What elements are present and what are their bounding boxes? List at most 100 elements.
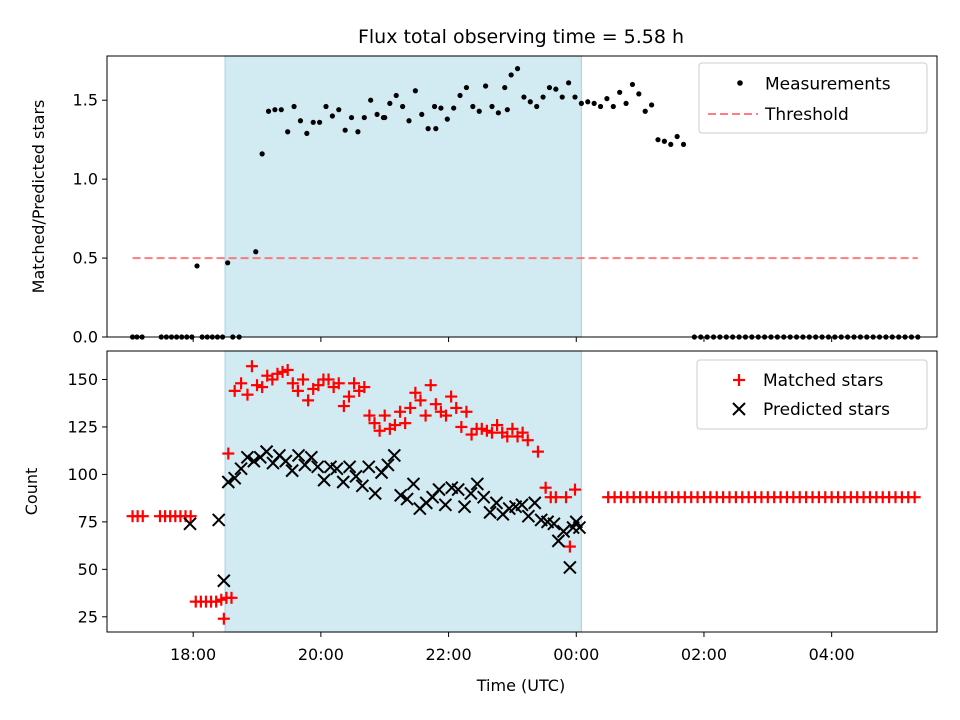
measurement-point xyxy=(272,107,278,113)
measurement-point xyxy=(317,119,323,125)
measurement-point xyxy=(642,108,648,114)
matched-star-point xyxy=(460,405,473,418)
matched-star-point xyxy=(245,360,258,373)
legend-measurements-label: Measurements xyxy=(765,75,891,95)
matched-star-point xyxy=(491,419,504,432)
measurement-point xyxy=(508,72,514,78)
measurement-point xyxy=(578,100,584,106)
predicted-star-point xyxy=(489,496,504,510)
measurement-point xyxy=(483,83,489,89)
measurement-point xyxy=(527,99,533,105)
matched-star-point xyxy=(266,373,279,386)
matched-star-point xyxy=(465,428,478,441)
bottom-legend-frame xyxy=(696,359,928,430)
predicted-star-point xyxy=(285,463,299,478)
measurement-point xyxy=(348,114,355,121)
measurement-point xyxy=(559,94,565,100)
measurement-point xyxy=(444,116,450,122)
bottom-axes-frame xyxy=(106,350,938,633)
measurement-point xyxy=(374,111,380,118)
measurement-point xyxy=(225,260,231,266)
matched-star-point xyxy=(228,384,241,397)
measurement-point xyxy=(572,94,578,100)
measurement-point xyxy=(253,249,259,255)
matched-star-point xyxy=(414,394,427,407)
predicted-star-point xyxy=(476,490,491,504)
top-ytick-label: 1.5 xyxy=(73,91,98,110)
matched-star-point xyxy=(271,367,284,380)
measurement-point xyxy=(259,151,265,157)
predicted-star-point xyxy=(515,498,529,512)
measurement-point xyxy=(361,114,367,121)
measurement-point xyxy=(265,108,272,114)
measurement-point xyxy=(495,110,501,116)
matched-star-point xyxy=(908,491,921,504)
measurement-point xyxy=(355,129,361,135)
matched-star-point xyxy=(485,426,498,439)
measurement-point xyxy=(534,103,540,110)
matched-star-point xyxy=(235,377,248,390)
measurement-point xyxy=(451,105,457,111)
chart-title: Flux total observing time = 5.58 h xyxy=(358,26,684,48)
matched-star-point xyxy=(455,420,468,433)
measurement-point xyxy=(674,133,680,140)
measurement-point xyxy=(649,102,655,108)
measurement-point xyxy=(406,118,412,124)
matched-star-point xyxy=(342,390,355,403)
measurement-point xyxy=(419,111,425,118)
measurement-point xyxy=(540,94,546,100)
measurement-point xyxy=(329,113,335,119)
matched-star-point xyxy=(312,379,325,392)
matched-star-point xyxy=(373,424,386,437)
matched-star-point xyxy=(475,422,488,435)
predicted-star-point xyxy=(556,524,571,539)
top-x-ticks xyxy=(192,337,833,342)
bottom-plot-area xyxy=(106,350,938,633)
measurement-point xyxy=(629,81,636,88)
matched-star-point xyxy=(440,409,453,422)
bottom-xtick-label: 04:00 xyxy=(809,645,855,664)
predicted-star-point xyxy=(240,450,255,465)
measurement-point xyxy=(336,107,342,113)
matched-star-point xyxy=(506,422,519,435)
measurement-point xyxy=(521,94,527,100)
measurement-point xyxy=(433,126,439,132)
measurement-point xyxy=(470,103,476,110)
predicted-star-point xyxy=(400,492,414,506)
measurement-point xyxy=(304,130,310,136)
matched-star-point xyxy=(217,612,230,625)
measurement-point xyxy=(546,84,553,91)
top-ytick-label: 0.5 xyxy=(73,249,98,268)
matched-star-point xyxy=(332,377,345,390)
measurement-point xyxy=(194,263,200,269)
matched-star-point xyxy=(363,409,376,422)
matched-star-point xyxy=(409,386,422,399)
top-legend: Measurements Threshold xyxy=(698,62,928,134)
predicted-star-point xyxy=(336,475,350,489)
matched-star-point xyxy=(291,384,304,397)
matched-star-point xyxy=(337,400,350,413)
measurement-point xyxy=(636,91,642,97)
matched-star-point xyxy=(394,405,407,418)
predicted-star-point xyxy=(464,486,478,501)
matched-star-point xyxy=(136,510,149,523)
measurement-point xyxy=(504,107,510,113)
predicted-star-point xyxy=(310,460,325,474)
bottom-ytick-label: 100 xyxy=(67,465,98,484)
legend-matched-label: Matched stars xyxy=(763,371,883,391)
matched-star-point xyxy=(215,593,228,606)
measurement-point xyxy=(591,100,597,106)
top-legend-frame xyxy=(698,62,928,134)
matched-star-point xyxy=(531,445,544,458)
top-ytick-label: 1.0 xyxy=(73,170,98,189)
predicted-star-point xyxy=(342,460,357,474)
measurement-point xyxy=(368,97,374,103)
matched-star-point xyxy=(450,401,463,414)
matched-star-point xyxy=(429,398,442,411)
predicted-star-point xyxy=(212,513,226,527)
matched-star-point xyxy=(404,401,417,414)
predicted-star-point xyxy=(349,469,363,484)
matched-star-point xyxy=(358,381,371,394)
measurement-point xyxy=(412,88,418,94)
